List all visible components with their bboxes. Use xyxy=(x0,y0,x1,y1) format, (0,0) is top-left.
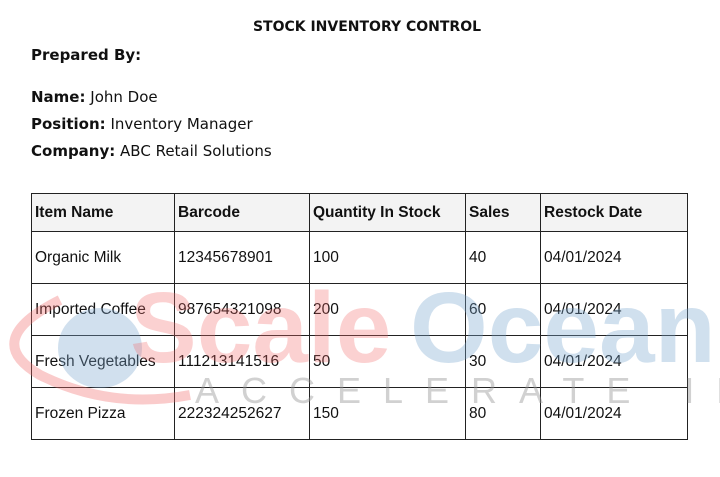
cell-sales: 30 xyxy=(465,335,541,388)
company-label: Company: xyxy=(31,142,116,160)
name-value: John Doe xyxy=(90,88,158,106)
cell-item-name: Imported Coffee xyxy=(31,283,175,336)
cell-quantity: 150 xyxy=(309,387,466,440)
cell-item-name: Organic Milk xyxy=(31,231,175,284)
cell-item-name: Frozen Pizza xyxy=(31,387,175,440)
prepared-by-label: Prepared By: xyxy=(31,46,142,64)
cell-item-name: Fresh Vegetables xyxy=(31,335,175,388)
cell-barcode: 111213141516 xyxy=(174,335,310,388)
table-row: Imported Coffee 987654321098 200 60 04/01/20… xyxy=(31,283,688,336)
company-line: Company: ABC Retail Solutions xyxy=(31,142,272,160)
header-sales: Sales xyxy=(465,193,541,232)
cell-barcode: 12345678901 xyxy=(174,231,310,284)
position-value: Inventory Manager xyxy=(110,115,253,133)
document-title: STOCK INVENTORY CONTROL xyxy=(252,19,482,35)
cell-restock-date: 04/01/2024 xyxy=(540,231,688,284)
inventory-table: Item Name Barcode Quantity In Stock Sale… xyxy=(31,193,688,440)
name-label: Name: xyxy=(31,88,86,106)
cell-sales: 80 xyxy=(465,387,541,440)
name-line: Name: John Doe xyxy=(31,88,158,106)
cell-restock-date: 04/01/2024 xyxy=(540,387,688,440)
header-item-name: Item Name xyxy=(31,193,175,232)
cell-sales: 60 xyxy=(465,283,541,336)
cell-quantity: 100 xyxy=(309,231,466,284)
cell-barcode: 222324252627 xyxy=(174,387,310,440)
table-header-row: Item Name Barcode Quantity In Stock Sale… xyxy=(31,193,688,232)
header-restock-date: Restock Date xyxy=(540,193,688,232)
table-row: Organic Milk 12345678901 100 40 04/01/2024 xyxy=(31,231,688,284)
header-quantity: Quantity In Stock xyxy=(309,193,466,232)
header-barcode: Barcode xyxy=(174,193,310,232)
position-label: Position: xyxy=(31,115,106,133)
cell-restock-date: 04/01/2024 xyxy=(540,335,688,388)
table-row: Frozen Pizza 222324252627 150 80 04/01/2024 xyxy=(31,387,688,440)
position-line: Position: Inventory Manager xyxy=(31,115,253,133)
table-row: Fresh Vegetables 111213141516 50 30 04/01/20… xyxy=(31,335,688,388)
cell-barcode: 987654321098 xyxy=(174,283,310,336)
cell-quantity: 200 xyxy=(309,283,466,336)
cell-quantity: 50 xyxy=(309,335,466,388)
cell-sales: 40 xyxy=(465,231,541,284)
cell-restock-date: 04/01/2024 xyxy=(540,283,688,336)
company-value: ABC Retail Solutions xyxy=(120,142,272,160)
